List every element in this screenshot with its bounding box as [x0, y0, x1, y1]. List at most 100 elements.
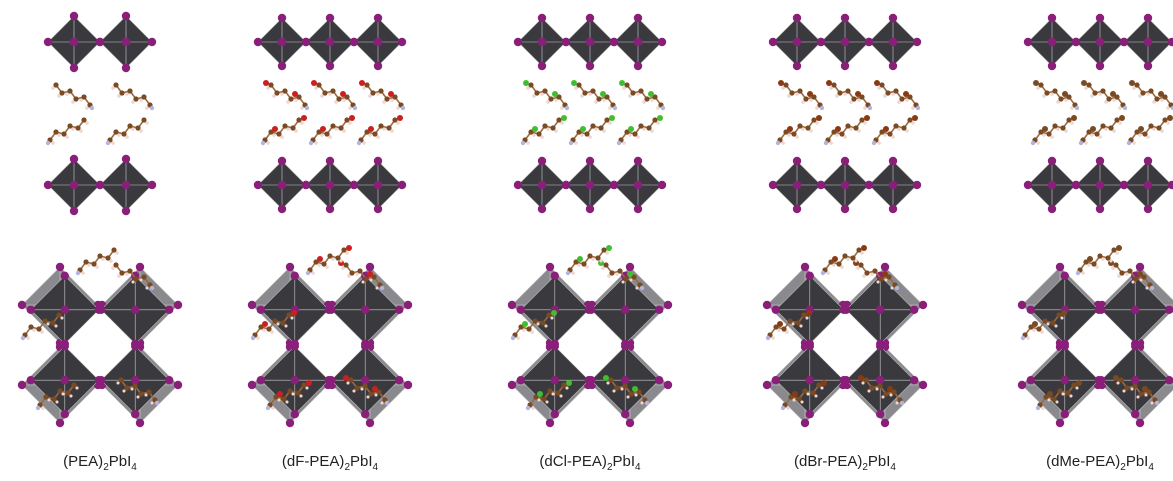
carbon-atom: [287, 388, 293, 394]
hydrogen-atom: [311, 271, 315, 275]
hydrogen-atom: [857, 98, 861, 102]
iodine-atom: [537, 61, 547, 71]
carbon-atom: [783, 82, 789, 88]
carbon-atom: [547, 388, 553, 394]
hydrogen-atom: [1032, 328, 1036, 332]
substituent-atom: [1033, 80, 1039, 86]
iodine-atom: [516, 376, 525, 385]
hydrogen-atom: [863, 106, 867, 110]
hydrogen-atom: [1130, 387, 1134, 391]
carbon-atom: [601, 247, 607, 253]
iodine-atom: [373, 61, 383, 71]
hydrogen-atom: [550, 316, 554, 320]
carbon-atom: [141, 274, 147, 280]
hydrogen-atom: [382, 127, 386, 131]
carbon-atom: [1113, 262, 1119, 268]
hydrogen-atom: [1026, 336, 1030, 340]
carbon-atom: [322, 90, 328, 96]
iodine-atom: [888, 37, 898, 47]
hydrogen-atom: [588, 135, 592, 139]
iodine-atom: [888, 180, 898, 190]
iodine-atom: [625, 262, 635, 272]
iodine-atom: [587, 305, 596, 314]
iodine-atom: [1167, 180, 1173, 190]
iodine-atom: [876, 305, 885, 314]
carbon-atom: [632, 131, 638, 137]
iodine-atom: [373, 156, 383, 166]
iodine-atom: [1055, 418, 1065, 428]
iodine-atom: [657, 180, 667, 190]
substituent-atom: [320, 126, 326, 132]
carbon-atom: [573, 259, 579, 265]
substituent-atom: [359, 80, 365, 86]
carbon-atom: [295, 390, 301, 396]
iodine-atom: [373, 37, 383, 47]
iodine-atom: [792, 156, 802, 166]
carbon-atom: [603, 262, 609, 268]
iodine-atom: [373, 204, 383, 214]
iodine-atom: [633, 61, 643, 71]
iodine-atom: [561, 37, 571, 47]
carbon-atom: [845, 123, 851, 129]
panel-dme-pea: [1017, 13, 1173, 428]
iodine-atom: [550, 342, 559, 351]
hydrogen-atom: [294, 98, 298, 102]
hydrogen-atom: [1131, 280, 1135, 284]
hydrogen-atom: [1112, 98, 1116, 102]
iodine-atom: [327, 376, 336, 385]
hydrogen-atom: [1146, 92, 1150, 96]
panel-dbr-pea: [762, 13, 928, 428]
hydrogen-atom: [362, 141, 366, 145]
carbon-atom: [113, 82, 119, 88]
hydrogen-atom: [348, 106, 352, 110]
substituent-atom: [1119, 115, 1125, 121]
carbon-atom: [1052, 123, 1058, 129]
iodine-atom: [537, 204, 547, 214]
hydrogen-atom: [32, 328, 36, 332]
nitrogen-atom: [520, 140, 526, 146]
iodine-atom: [1026, 305, 1036, 314]
substituent-atom: [566, 380, 572, 386]
hydrogen-atom: [1104, 100, 1108, 104]
nitrogen-atom: [352, 105, 358, 111]
substituent-atom: [277, 391, 283, 397]
hydrogen-atom: [656, 121, 660, 125]
carbon-atom: [357, 268, 363, 274]
hydrogen-atom: [602, 129, 606, 133]
hydrogen-atom: [1144, 393, 1148, 397]
iodine-atom: [800, 262, 810, 272]
hydrogen-atom: [599, 259, 603, 263]
iodine-atom: [507, 380, 517, 390]
iodine-atom: [918, 380, 928, 390]
hydrogen-atom: [846, 257, 850, 261]
hydrogen-atom: [382, 100, 386, 104]
iodine-atom: [912, 180, 922, 190]
carbon-atom: [1106, 96, 1112, 102]
carbon-atom: [595, 255, 601, 261]
hydrogen-atom: [856, 266, 860, 270]
carbon-atom: [831, 82, 837, 88]
hydrogen-atom: [1042, 133, 1046, 137]
hydrogen-atom: [891, 92, 895, 96]
iodine-atom: [69, 63, 79, 73]
nitrogen-atom: [819, 105, 825, 111]
substituent-atom: [792, 391, 798, 397]
hydrogen-atom: [1064, 98, 1068, 102]
hydrogen-atom: [320, 133, 324, 137]
iodine-atom: [880, 262, 890, 272]
hydrogen-atom: [835, 133, 839, 137]
hydrogen-atom: [347, 274, 351, 278]
nitrogen-atom: [35, 405, 41, 411]
iodine-atom: [585, 13, 595, 23]
nitrogen-atom: [823, 140, 829, 146]
hydrogen-atom: [895, 401, 899, 405]
substituent-atom: [388, 91, 394, 97]
iodine-atom: [585, 37, 595, 47]
carbon-atom: [901, 125, 907, 131]
hydrogen-atom: [111, 141, 115, 145]
nitrogen-atom: [1170, 105, 1173, 111]
hydrogen-atom: [328, 92, 332, 96]
hydrogen-atom: [85, 106, 89, 110]
iodine-atom: [842, 305, 851, 314]
iodine-atom: [60, 271, 69, 280]
